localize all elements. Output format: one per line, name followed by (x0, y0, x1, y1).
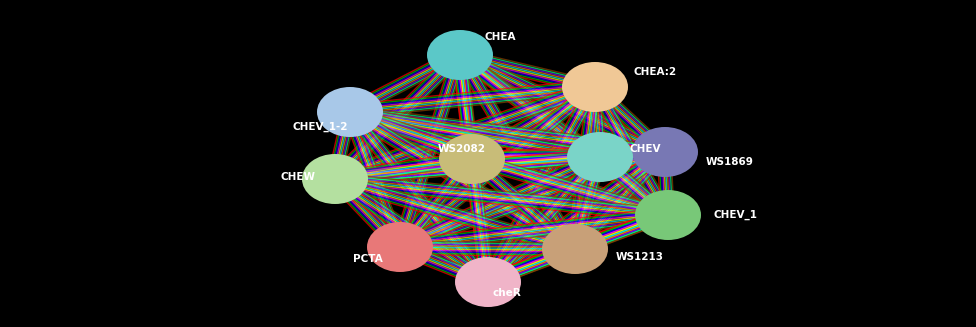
Text: PCTA: PCTA (353, 254, 383, 264)
Text: WS1869: WS1869 (706, 157, 753, 167)
Ellipse shape (455, 257, 521, 307)
Text: CHEW: CHEW (280, 172, 315, 182)
Text: CHEV: CHEV (630, 144, 661, 154)
Ellipse shape (632, 127, 698, 177)
Text: WS1213: WS1213 (616, 252, 664, 262)
Ellipse shape (439, 134, 505, 184)
Ellipse shape (427, 30, 493, 80)
Ellipse shape (567, 132, 633, 182)
Text: cheR: cheR (493, 288, 521, 298)
Text: CHEV_1-2: CHEV_1-2 (292, 122, 347, 132)
Ellipse shape (302, 154, 368, 204)
Ellipse shape (635, 190, 701, 240)
Text: WS2082: WS2082 (438, 144, 486, 154)
Text: CHEV_1: CHEV_1 (713, 210, 757, 220)
Ellipse shape (562, 62, 628, 112)
Text: CHEA:2: CHEA:2 (633, 67, 676, 77)
Ellipse shape (367, 222, 433, 272)
Ellipse shape (317, 87, 383, 137)
Ellipse shape (542, 224, 608, 274)
Text: CHEA: CHEA (484, 32, 515, 42)
